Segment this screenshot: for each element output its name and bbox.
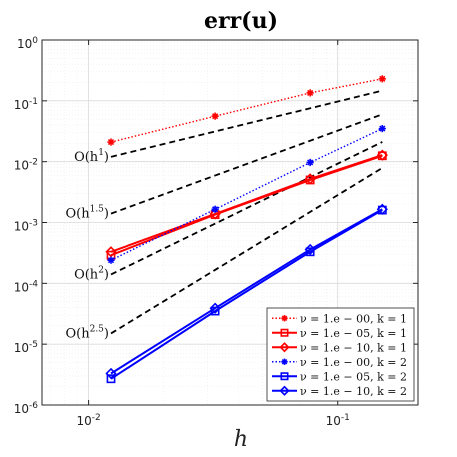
series-line [110,127,383,261]
reference-slope-line [110,89,383,158]
series-line [110,154,383,253]
legend-swatch-marker [279,385,290,396]
y-tick-label: 10-6 [14,401,39,416]
reference-slope-label: O(h2.5) [65,324,109,341]
series-point [212,113,219,120]
legend-swatch-marker [280,328,289,337]
series-point [379,75,386,82]
series-line [110,208,383,375]
x-tick-label: 10-1 [326,413,350,428]
legend-entry-label: ν = 1.e − 10, k = 1 [300,341,407,354]
series-point [105,367,117,380]
y-tick-label: 10-3 [14,219,38,234]
series-point [107,138,115,146]
legend-swatch-marker [280,372,289,381]
reference-slope-label: O(h1) [74,148,109,165]
series-point [304,243,316,256]
reference-slope-line [110,141,383,276]
legend-entry-label: ν = 1.e − 00, k = 1 [300,312,407,325]
series-line [110,209,383,380]
y-tick-label: 10-2 [14,158,38,173]
reference-slope-label: O(h2) [74,265,109,282]
series-point [376,203,388,215]
series-point [307,89,314,96]
series-point [212,206,219,213]
series-point [106,374,116,384]
series-point [376,149,388,161]
legend-entry-label: ν = 1.e − 05, k = 1 [300,327,407,340]
series-point [107,257,115,264]
chart-title: err(u) [204,8,278,34]
series-point [379,125,386,132]
series-point [307,159,314,166]
series-point [105,246,117,258]
y-tick-label: 100 [17,36,38,51]
series-point [209,208,221,220]
legend-entry-label: ν = 1.e − 10, k = 2 [300,385,407,398]
legend-swatch-marker [279,342,290,353]
legend-entry-label: ν = 1.e − 05, k = 2 [300,370,407,383]
series-point [304,173,316,185]
y-tick-label: 10-1 [14,97,38,112]
reference-slope-line [110,167,383,335]
legend-entry-label: ν = 1.e − 00, k = 2 [300,356,407,369]
y-tick-label: 10-5 [14,340,38,355]
series-point [209,302,221,314]
x-tick-label: 10-2 [76,413,100,428]
reference-slope-line [110,113,383,215]
series-line [110,78,383,143]
legend-swatch-marker [281,315,288,322]
legend-swatch-marker [281,358,288,365]
y-tick-label: 10-4 [14,279,39,294]
legend-box [266,307,415,402]
reference-slope-label: O(h1.5) [65,205,109,222]
x-axis-label: h [234,427,248,452]
